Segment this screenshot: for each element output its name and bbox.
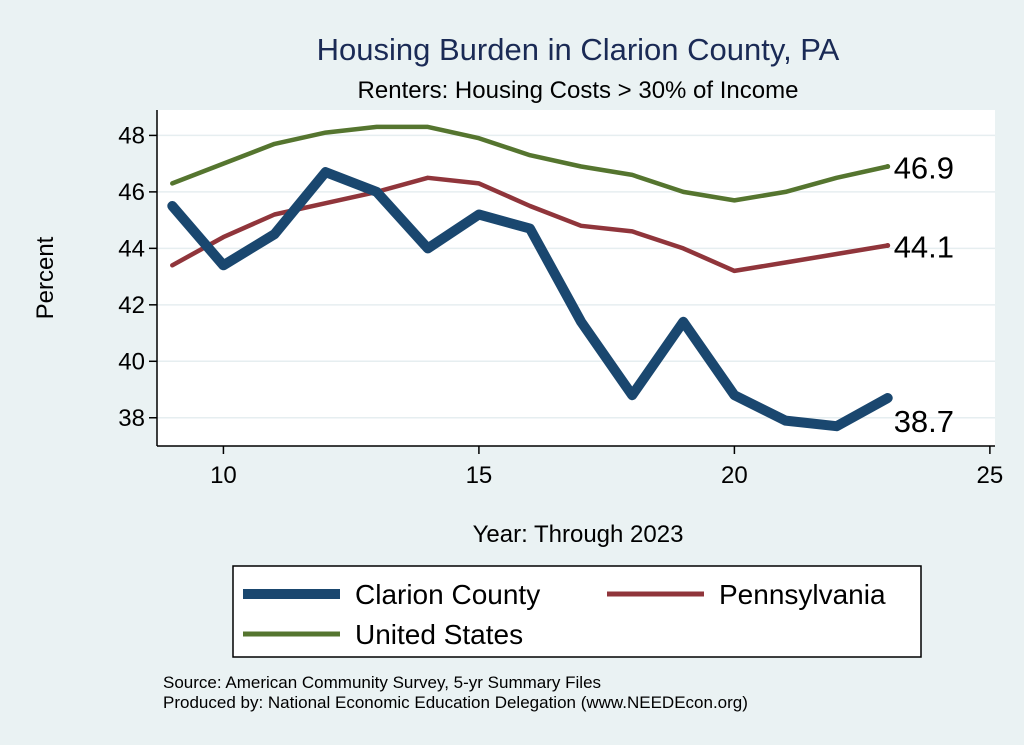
x-tick-label-15: 15 (466, 462, 493, 489)
plot-area (157, 110, 995, 446)
y-axis-label: Percent (32, 236, 59, 319)
series-line-clarion-county (167, 167, 893, 432)
end-point-united-states (885, 163, 891, 169)
end-label-pennsylvania: 44.1 (894, 230, 954, 265)
series-lines (167, 124, 893, 432)
end-point-pennsylvania (885, 243, 891, 249)
y-tick-label-38: 38 (118, 405, 145, 432)
series-line-united-states (170, 124, 890, 203)
x-tick-label-20: 20 (721, 462, 748, 489)
y-tick-label-48: 48 (118, 122, 145, 149)
y-tick-label-40: 40 (118, 348, 145, 375)
x-tick-label-25: 25 (977, 462, 1004, 489)
y-tick-label-42: 42 (118, 292, 145, 319)
x-tick-label-10: 10 (210, 462, 237, 489)
x-tick-labels: 10 15 20 25 (210, 462, 1003, 489)
y-tick-label-46: 46 (118, 179, 145, 206)
chart-title: Housing Burden in Clarion County, PA (317, 32, 840, 67)
end-point-clarion-county (885, 395, 891, 401)
source-note: Source: American Community Survey, 5-yr … (163, 673, 601, 692)
y-tick-labels: 38 40 42 44 46 48 (118, 122, 145, 431)
legend: Clarion County Pennsylvania United State… (232, 565, 922, 658)
legend-label-united-states: United States (355, 619, 523, 650)
chart-subtitle: Renters: Housing Costs > 30% of Income (358, 77, 799, 104)
legend-label-clarion-county: Clarion County (355, 579, 540, 610)
end-labels: 38.7 44.1 46.9 (894, 150, 954, 439)
produced-by-note: Produced by: National Economic Education… (163, 693, 748, 712)
x-axis-label: Year: Through 2023 (473, 521, 684, 548)
legend-box (232, 565, 922, 658)
end-label-clarion-county: 38.7 (894, 404, 954, 439)
axes (149, 110, 995, 454)
y-tick-label-44: 44 (118, 235, 145, 262)
legend-label-pennsylvania: Pennsylvania (719, 579, 886, 610)
end-label-united-states: 46.9 (894, 150, 954, 185)
